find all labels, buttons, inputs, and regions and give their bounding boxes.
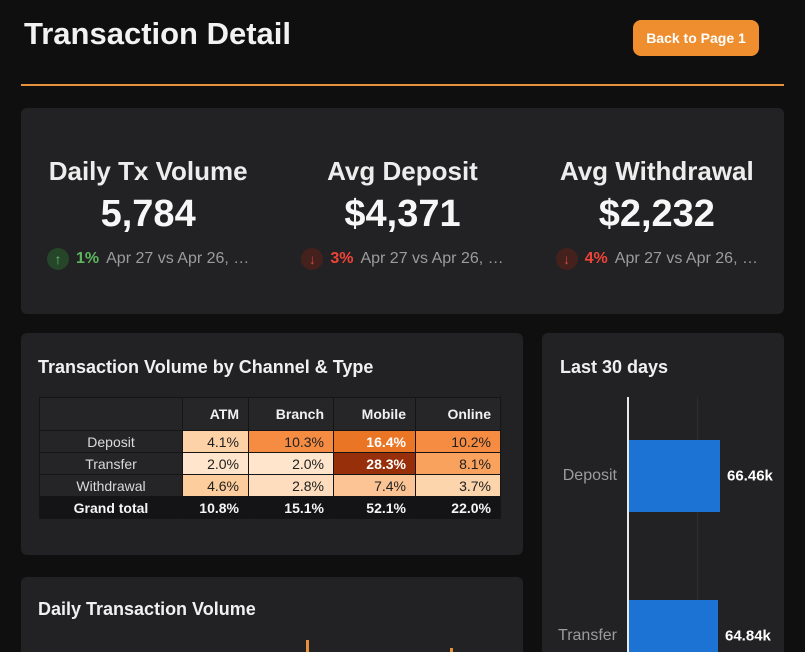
kpi-avg-withdrawal: Avg Withdrawal $2,232 ↓ 4% Apr 27 vs Apr… bbox=[530, 156, 784, 314]
heatmap-total-cell: 22.0% bbox=[415, 496, 501, 519]
heatmap-column-header: Mobile bbox=[333, 397, 416, 431]
heatmap-cell[interactable]: 2.0% bbox=[182, 452, 249, 475]
trend-arrow-icon: ↑ bbox=[47, 248, 69, 270]
last-30-days-title: Last 30 days bbox=[560, 357, 669, 377]
page-title: Transaction Detail bbox=[24, 16, 292, 51]
heatmap-row-label: Deposit bbox=[39, 430, 183, 453]
kpi-value: $2,232 bbox=[598, 193, 715, 235]
bar-category-label: Deposit bbox=[562, 467, 617, 484]
partial-bar bbox=[450, 648, 453, 652]
heatmap-total-cell: 52.1% bbox=[333, 496, 416, 519]
heatmap-cell[interactable]: 8.1% bbox=[415, 452, 501, 475]
trend-arrow-icon: ↓ bbox=[555, 248, 578, 270]
heatmap-cell[interactable]: 2.8% bbox=[248, 474, 334, 497]
heatmap-cell[interactable]: 28.3% bbox=[333, 452, 416, 475]
heatmap-total-label: Grand total bbox=[39, 496, 183, 519]
heatmap-row: Deposit 4.1% 10.3% 16.4% 10.2% bbox=[39, 430, 501, 453]
kpi-trend: ↑ 1% Apr 27 vs Apr 26, … bbox=[21, 248, 275, 270]
bar-category-label: Transfer bbox=[558, 627, 617, 644]
heatmap-column-header: Online bbox=[415, 397, 501, 431]
heatmap-row-label: Withdrawal bbox=[39, 474, 183, 497]
heatmap-cell[interactable]: 10.2% bbox=[415, 430, 501, 453]
kpi-trend: ↓ 4% Apr 27 vs Apr 26, … bbox=[530, 248, 784, 270]
daily-volume-panel: Daily Transaction Volume bbox=[21, 577, 523, 652]
kpi-row: Daily Tx Volume 5,784 ↑ 1% Apr 27 vs Apr… bbox=[21, 108, 784, 314]
kpi-title: Avg Deposit bbox=[327, 156, 478, 186]
trend-delta: 1% bbox=[76, 250, 100, 267]
heatmap-cell[interactable]: 3.7% bbox=[415, 474, 501, 497]
trend-comparison: Apr 27 vs Apr 26, … bbox=[360, 250, 504, 267]
kpi-title: Daily Tx Volume bbox=[48, 156, 248, 186]
heatmap-cell[interactable]: 16.4% bbox=[333, 430, 416, 453]
back-to-page-1-button[interactable]: Back to Page 1 bbox=[633, 20, 759, 56]
kpi-daily-tx-volume: Daily Tx Volume 5,784 ↑ 1% Apr 27 vs Apr… bbox=[21, 156, 275, 314]
partial-bar bbox=[306, 640, 309, 652]
heatmap-total-cell: 15.1% bbox=[248, 496, 334, 519]
heatmap-column-header: Branch bbox=[248, 397, 334, 431]
heatmap-header-row: ATM Branch Mobile Online bbox=[39, 397, 501, 431]
heatmap-panel: Transaction Volume by Channel & Type ATM… bbox=[21, 333, 523, 555]
heatmap-cell[interactable]: 10.3% bbox=[248, 430, 334, 453]
heatmap-cell[interactable]: 2.0% bbox=[248, 452, 334, 475]
kpi-title: Avg Withdrawal bbox=[559, 156, 754, 186]
bar-value-label: 66.46k bbox=[727, 467, 773, 485]
header-divider bbox=[21, 84, 784, 86]
trend-comparison: Apr 27 vs Apr 26, … bbox=[614, 250, 758, 267]
heatmap-row: Withdrawal 4.6% 2.8% 7.4% 3.7% bbox=[39, 474, 501, 497]
daily-volume-title: Daily Transaction Volume bbox=[38, 599, 256, 619]
chart-axis-line bbox=[627, 397, 629, 652]
kpi-trend: ↓ 3% Apr 27 vs Apr 26, … bbox=[275, 248, 529, 270]
heatmap-total-row: Grand total 10.8% 15.1% 52.1% 22.0% bbox=[39, 496, 501, 519]
bar-deposit[interactable] bbox=[629, 440, 720, 512]
heatmap-row: Transfer 2.0% 2.0% 28.3% 8.1% bbox=[39, 452, 501, 475]
heatmap-cell[interactable]: 7.4% bbox=[333, 474, 416, 497]
trend-arrow-icon: ↓ bbox=[301, 248, 324, 270]
heatmap-row-label: Transfer bbox=[39, 452, 183, 475]
trend-delta: 3% bbox=[330, 250, 354, 267]
bar-value-label: 64.84k bbox=[725, 627, 771, 645]
heatmap-cell[interactable]: 4.1% bbox=[182, 430, 249, 453]
kpi-panel: Daily Tx Volume 5,784 ↑ 1% Apr 27 vs Apr… bbox=[21, 108, 784, 314]
heatmap-title: Transaction Volume by Channel & Type bbox=[38, 357, 374, 377]
kpi-value: 5,784 bbox=[100, 193, 196, 235]
kpi-avg-deposit: Avg Deposit $4,371 ↓ 3% Apr 27 vs Apr 26… bbox=[275, 156, 529, 314]
bar-transfer[interactable] bbox=[629, 600, 718, 652]
heatmap-total-cell: 10.8% bbox=[182, 496, 249, 519]
heatmap-corner-cell bbox=[39, 397, 183, 431]
heatmap-column-header: ATM bbox=[182, 397, 249, 431]
heatmap-cell[interactable]: 4.6% bbox=[182, 474, 249, 497]
last-30-days-panel: Last 30 days Deposit 66.46k Transfer 64.84k bbox=[542, 333, 784, 652]
heatmap-table: ATM Branch Mobile Online Deposit 4.1% 10.3% 16… bbox=[39, 397, 501, 519]
chart-gridline bbox=[697, 397, 698, 652]
trend-comparison: Apr 27 vs Apr 26, … bbox=[106, 250, 250, 267]
kpi-value: $4,371 bbox=[344, 193, 461, 235]
trend-delta: 4% bbox=[584, 250, 608, 267]
